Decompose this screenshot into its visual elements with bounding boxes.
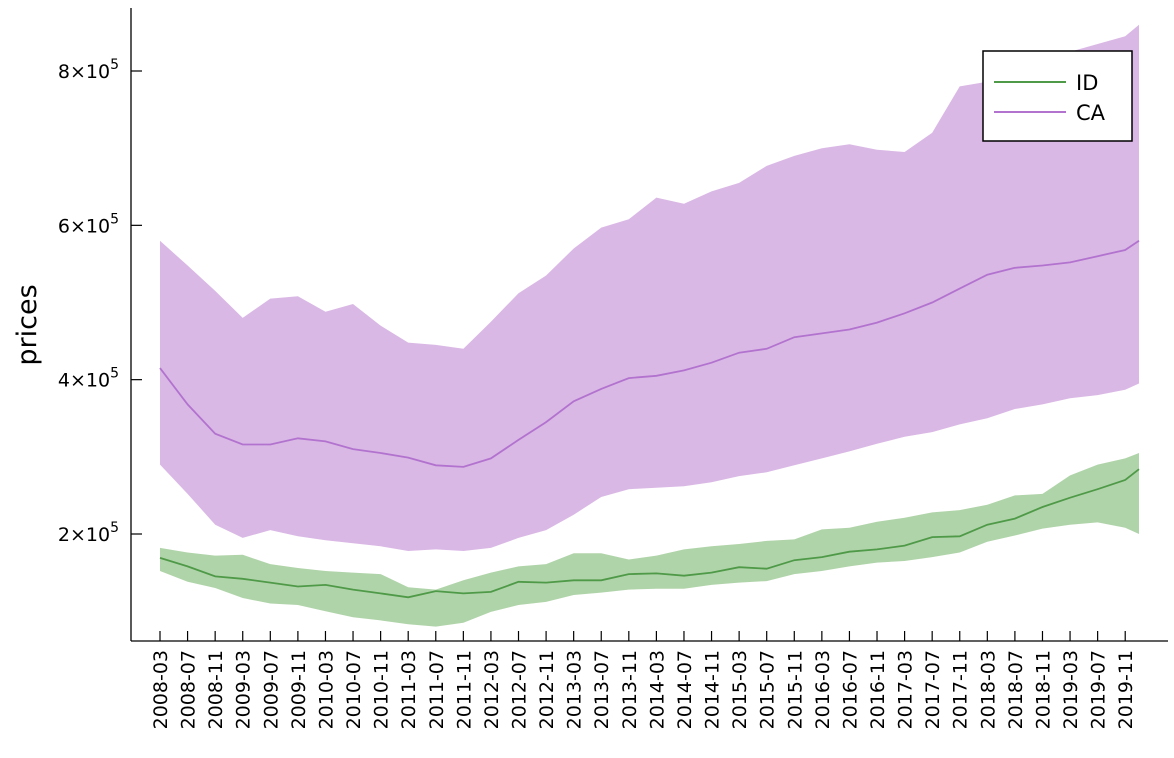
x-tick-label: 2017-03 xyxy=(895,650,917,729)
legend-label-id: ID xyxy=(1076,71,1098,95)
legend-label-ca: CA xyxy=(1076,101,1106,125)
x-tick-label: 2012-07 xyxy=(509,650,531,729)
x-tick-label: 2019-11 xyxy=(1115,650,1137,729)
axes xyxy=(130,8,1168,642)
y-tick-label: 4×105 xyxy=(58,366,119,392)
y-tick-label: 8×105 xyxy=(58,57,119,83)
y-tick-label: 6×105 xyxy=(58,211,119,237)
x-tick-label: 2008-07 xyxy=(178,650,200,729)
x-tick-label: 2019-07 xyxy=(1088,650,1110,729)
x-tick-label: 2011-11 xyxy=(453,650,475,729)
x-tick-label: 2014-11 xyxy=(702,650,724,729)
y-ticks: 2×105 4×105 6×105 8×105 xyxy=(58,57,142,546)
y-axis-label: prices xyxy=(12,284,43,365)
x-tick-label: 2017-07 xyxy=(922,650,944,729)
x-tick-label: 2010-11 xyxy=(371,650,393,729)
x-tick-label: 2010-03 xyxy=(315,650,337,729)
series-lines xyxy=(159,240,1140,599)
x-tick-label: 2018-11 xyxy=(1032,650,1054,729)
confidence-bands xyxy=(160,24,1139,627)
x-tick-label: 2013-11 xyxy=(619,650,641,729)
legend-box xyxy=(982,50,1133,142)
x-tick-label: 2010-07 xyxy=(343,650,365,729)
x-tick-label: 2018-07 xyxy=(1005,650,1027,729)
x-tick-label: 2008-11 xyxy=(205,650,227,729)
x-tick-label: 2015-11 xyxy=(784,650,806,729)
x-tick-label: 2015-03 xyxy=(729,650,751,729)
x-tick-label: 2018-03 xyxy=(977,650,999,729)
x-tick-label: 2015-07 xyxy=(757,650,779,729)
x-tick-label: 2014-07 xyxy=(674,650,696,729)
x-tick-label: 2009-11 xyxy=(288,650,310,729)
x-ticks: 2008-03 2008-07 2008-11 2009-03 2009-07 2009-… xyxy=(150,631,1137,729)
y-tick-label: 2×105 xyxy=(58,520,119,546)
band-id xyxy=(160,453,1139,627)
x-tick-label: 2012-11 xyxy=(536,650,558,729)
line-ca xyxy=(159,240,1140,468)
x-tick-label: 2017-11 xyxy=(950,650,972,729)
x-tick-label: 2013-03 xyxy=(564,650,586,729)
x-tick-label: 2008-03 xyxy=(150,650,172,729)
x-tick-label: 2011-07 xyxy=(426,650,448,729)
legend: ID CA xyxy=(982,50,1133,142)
x-tick-label: 2009-03 xyxy=(233,650,255,729)
band-ca xyxy=(160,24,1139,551)
x-tick-label: 2016-11 xyxy=(867,650,889,729)
x-tick-label: 2014-03 xyxy=(646,650,668,729)
x-tick-label: 2016-07 xyxy=(839,650,861,729)
x-tick-label: 2011-03 xyxy=(398,650,420,729)
line-id xyxy=(159,468,1140,599)
x-tick-label: 2016-03 xyxy=(812,650,834,729)
x-tick-label: 2013-07 xyxy=(591,650,613,729)
x-tick-label: 2009-07 xyxy=(260,650,282,729)
x-tick-label: 2012-03 xyxy=(481,650,503,729)
x-tick-label: 2019-03 xyxy=(1060,650,1082,729)
